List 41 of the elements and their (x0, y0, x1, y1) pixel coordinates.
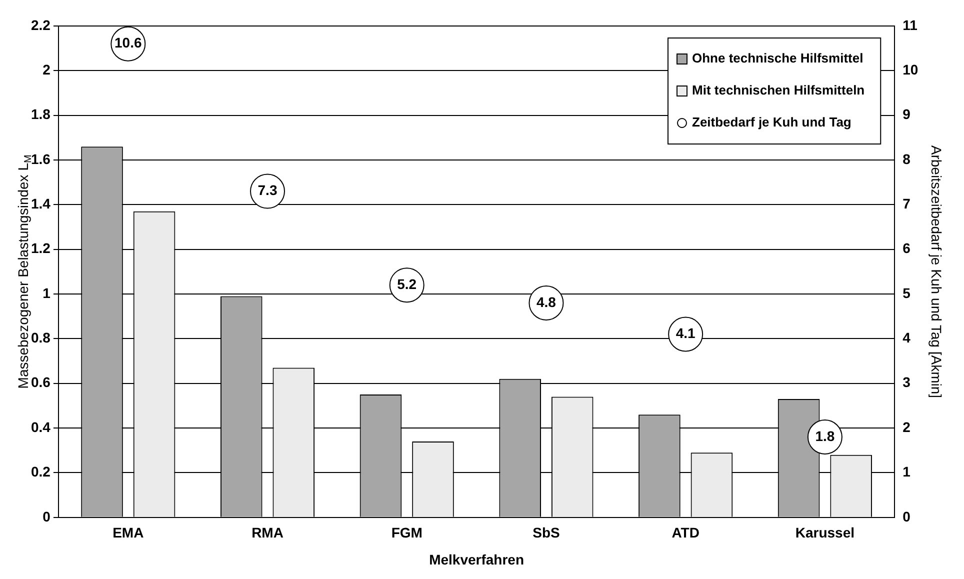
y-tick-label: 2 (42, 62, 51, 78)
y2-tick-label: 6 (902, 240, 911, 256)
y2-tick-label: 8 (902, 150, 911, 167)
y2-axis-title: Arbeitszeitbedarf je Kuh und Tag [Akmin] (928, 145, 945, 398)
y-tick-label: 0.2 (30, 464, 51, 480)
y-tick-label: 0.4 (30, 418, 51, 435)
data-label: 4.8 (536, 294, 556, 310)
y-tick-label: 1 (42, 284, 51, 301)
y-tick-label: 1.2 (30, 240, 51, 256)
y2-tick-label: 0 (902, 508, 911, 524)
y-tick-label: 0.8 (30, 330, 51, 346)
x-tick-label: FGM (391, 524, 422, 541)
data-label: 4.1 (676, 325, 696, 342)
legend-label: Zeitbedarf je Kuh und Tag (692, 114, 852, 130)
y-tick-label: 1.8 (30, 106, 51, 122)
y2-tick-label: 5 (902, 284, 911, 301)
data-label: 7.3 (258, 182, 278, 198)
legend-label: Mit technischen Hilfsmitteln (692, 82, 865, 98)
x-tick-label: Karussel (795, 524, 855, 541)
x-tick-label: RMA (252, 524, 284, 541)
legend-label: Ohne technische Hilfsmittel (692, 50, 864, 66)
y2-tick-label: 1 (902, 464, 911, 480)
y2-tick-label: 11 (902, 16, 918, 33)
data-label: 5.2 (397, 276, 417, 292)
y-tick-label: 0.6 (30, 374, 51, 390)
y-tick-label: 0 (42, 508, 51, 524)
x-tick-label: ATD (672, 524, 700, 541)
y-tick-label: 1.4 (30, 196, 51, 212)
y2-tick-label: 9 (902, 106, 911, 122)
x-tick-label: SbS (532, 524, 560, 541)
y2-tick-label: 7 (902, 196, 911, 212)
y-tick-label: 1.6 (30, 150, 51, 167)
y2-tick-label: 10 (902, 62, 918, 78)
data-label: 1.8 (815, 428, 835, 444)
y2-tick-label: 3 (902, 374, 911, 390)
x-tick-label: EMA (112, 524, 144, 541)
data-label: 10.6 (114, 34, 142, 51)
y-tick-label: 2.2 (30, 16, 51, 33)
y2-tick-label: 2 (902, 418, 911, 435)
x-axis-title: Melkverfahren (429, 551, 524, 568)
y2-tick-label: 4 (902, 330, 911, 346)
